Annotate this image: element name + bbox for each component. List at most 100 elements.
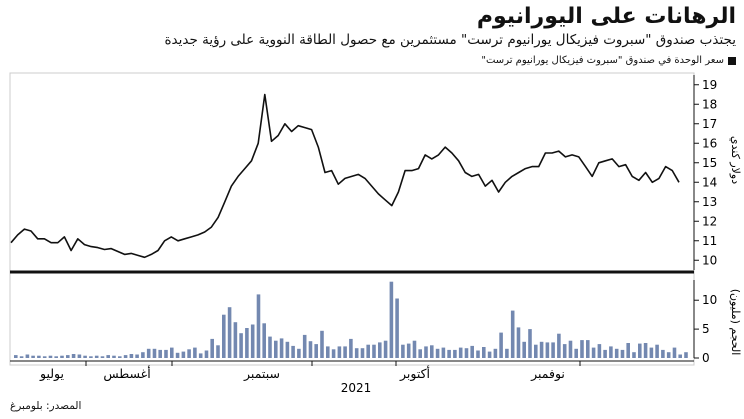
- volume-bar: [337, 346, 342, 358]
- price-y-tick-label: 16: [702, 136, 717, 150]
- volume-bar: [37, 355, 41, 358]
- volume-bar: [614, 348, 619, 358]
- volume-bar: [193, 347, 197, 358]
- source-note: المصدر: بلومبرغ: [10, 400, 82, 412]
- volume-bar: [349, 338, 353, 358]
- volume-bar: [233, 322, 238, 358]
- volume-bar: [672, 347, 677, 358]
- volume-bar: [118, 356, 122, 358]
- volume-bar: [638, 343, 642, 358]
- price-y-tick-label: 19: [702, 78, 717, 92]
- volume-bar: [620, 349, 625, 358]
- volume-bar: [60, 355, 64, 358]
- volume-bar: [297, 348, 301, 358]
- volume-bar: [302, 334, 307, 358]
- price-axis-label: دولار كندي: [729, 136, 742, 184]
- x-axis-month-label: سبتمبر: [243, 366, 280, 382]
- chart-legend: سعر الوحدة في صندوق "سبروت فيزيكال يوران…: [481, 55, 736, 66]
- volume-bar: [106, 355, 110, 358]
- volume-bar: [487, 351, 492, 358]
- volume-bar: [557, 333, 561, 358]
- volume-bar: [447, 349, 451, 358]
- x-axis-month-label: نوفمبر: [530, 366, 565, 382]
- x-axis: يوليو أغسطس سبتمبر أكتوبر نوفمبر: [10, 360, 694, 382]
- volume-bar: [534, 344, 538, 358]
- volume-bar-series: [14, 281, 688, 358]
- volume-bar: [83, 355, 87, 358]
- volume-bar: [643, 343, 648, 358]
- price-y-tick-label: 18: [702, 97, 717, 111]
- price-y-tick-label: 13: [702, 195, 717, 209]
- chart-title: الرهانات على اليورانيوم: [476, 4, 736, 29]
- volume-bar: [158, 349, 162, 358]
- volume-bar: [626, 343, 630, 358]
- price-y-tick-label: 11: [702, 234, 717, 248]
- volume-bar: [320, 330, 324, 358]
- volume-bar: [170, 347, 174, 358]
- volume-y-axis: 0 5 10: [693, 280, 717, 365]
- volume-y-tick-label: 0: [702, 351, 710, 365]
- volume-bar: [360, 348, 365, 358]
- volume-bar: [89, 356, 93, 358]
- x-axis-month-label: أغسطس: [103, 365, 150, 382]
- price-y-axis: 10 11 12 13 14 15 16 17 18 19: [693, 75, 717, 270]
- volume-bar: [250, 324, 255, 358]
- volume-bar: [112, 355, 116, 358]
- volume-bar: [574, 348, 578, 358]
- volume-bar: [470, 345, 474, 358]
- volume-bar: [141, 352, 145, 358]
- price-y-tick-label: 15: [702, 156, 717, 170]
- volume-bar: [389, 281, 394, 358]
- volume-bar: [666, 352, 671, 358]
- price-y-tick-label: 10: [702, 253, 717, 267]
- volume-bar: [430, 345, 434, 358]
- volume-bar: [539, 341, 544, 358]
- volume-bar: [580, 340, 584, 358]
- volume-bar: [418, 349, 422, 358]
- volume-bar: [395, 298, 399, 358]
- price-y-tick-label: 12: [702, 214, 717, 228]
- volume-bar: [412, 340, 417, 358]
- volume-bar: [239, 333, 243, 358]
- volume-bar: [308, 341, 313, 358]
- volume-bar: [591, 347, 596, 358]
- volume-bar: [222, 314, 226, 358]
- volume-bar: [25, 354, 30, 358]
- volume-bar: [31, 355, 35, 358]
- volume-bar: [175, 352, 180, 358]
- volume-bar: [435, 348, 440, 358]
- volume-bar: [54, 356, 58, 358]
- volume-bar: [204, 350, 209, 358]
- volume-bar: [655, 344, 659, 358]
- volume-bar: [545, 342, 550, 358]
- volume-bar: [522, 341, 526, 358]
- legend-swatch: [728, 56, 736, 65]
- volume-bar: [216, 345, 220, 358]
- volume-bar: [684, 352, 688, 358]
- volume-bar: [499, 332, 503, 358]
- volume-bar: [146, 348, 151, 358]
- volume-bar: [493, 348, 498, 358]
- volume-bar: [378, 342, 382, 358]
- volume-bar: [354, 348, 359, 358]
- volume-bar: [164, 349, 168, 358]
- volume-bar: [187, 349, 191, 358]
- year-label: 2021: [341, 381, 372, 395]
- legend-label: سعر الوحدة في صندوق "سبروت فيزيكال يوران…: [481, 55, 724, 66]
- volume-bar: [198, 353, 203, 358]
- volume-bar: [372, 344, 376, 358]
- volume-bar: [406, 343, 411, 358]
- volume-y-tick-label: 5: [702, 322, 710, 336]
- volume-bar: [510, 310, 515, 358]
- volume-bar: [66, 355, 70, 358]
- volume-bar: [135, 354, 139, 358]
- chart-subtitle: يجتذب صندوق "سبروت فيزيكال يورانيوم ترست…: [164, 32, 736, 48]
- volume-bar: [661, 349, 665, 358]
- volume-bar: [453, 349, 457, 358]
- volume-bar: [291, 345, 295, 358]
- volume-bar: [366, 344, 370, 358]
- x-axis-month-label: يوليو: [39, 366, 64, 382]
- volume-bar: [464, 348, 469, 358]
- volume-bar: [94, 355, 99, 358]
- volume-bar: [77, 354, 82, 358]
